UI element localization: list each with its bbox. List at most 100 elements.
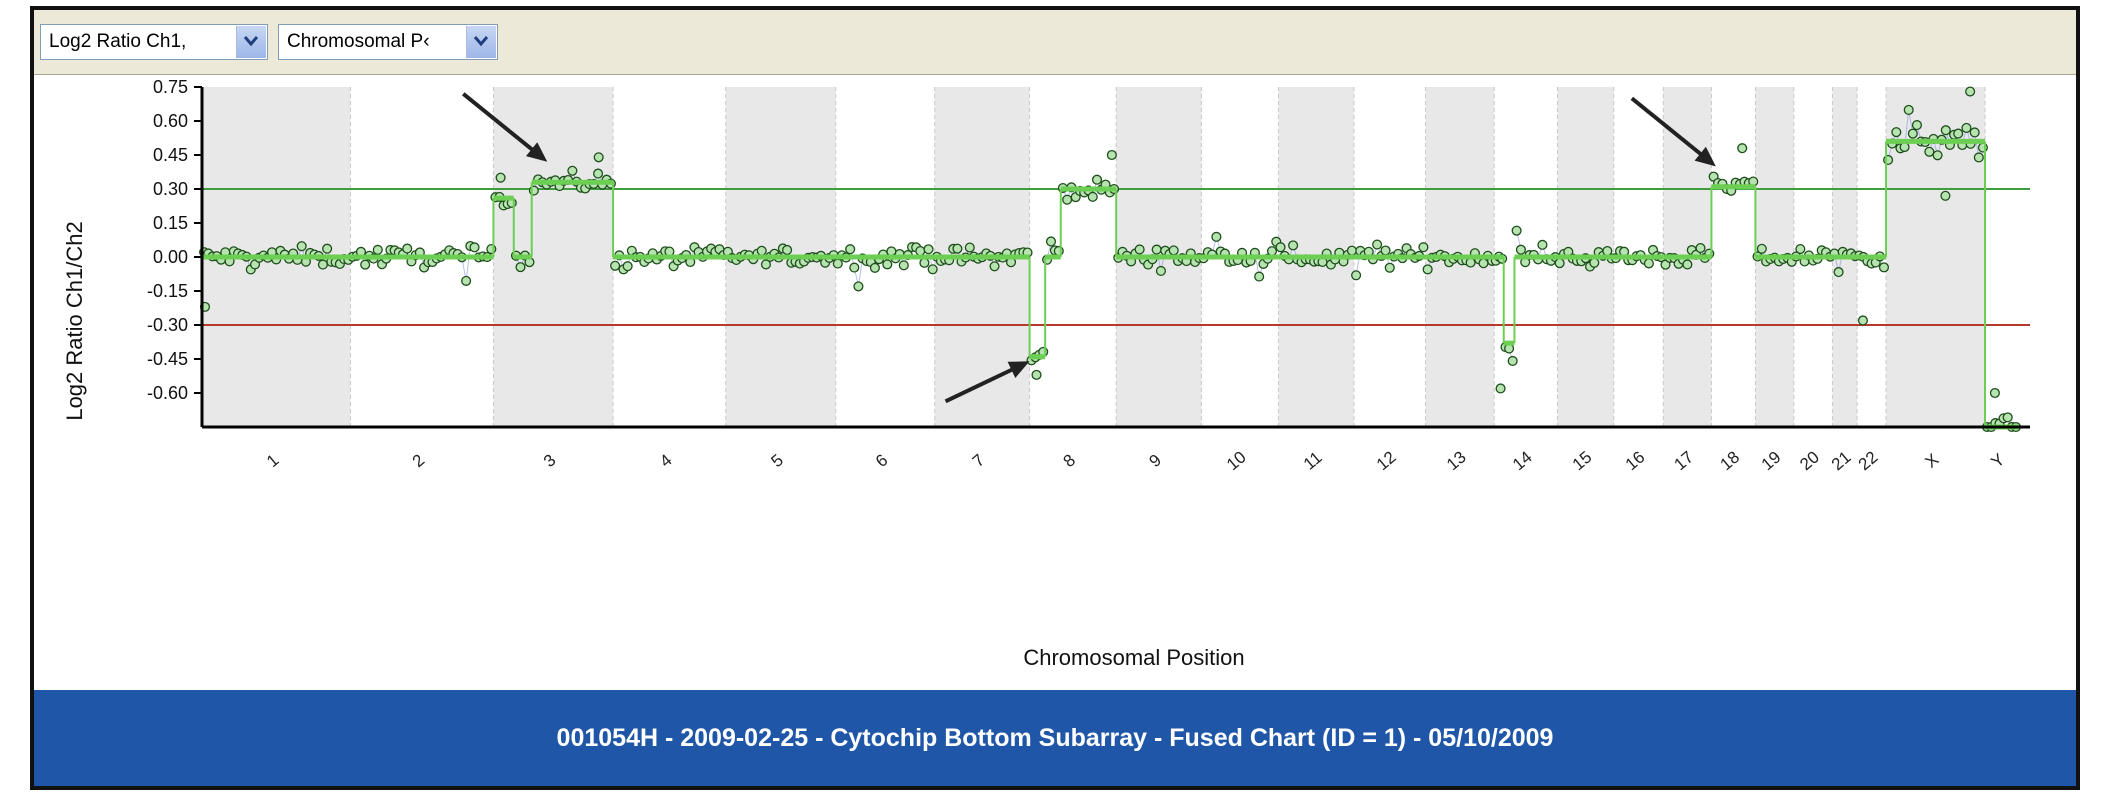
data-point bbox=[1031, 369, 1042, 380]
data-point bbox=[1134, 244, 1145, 255]
x-tick-label: 11 bbox=[1300, 448, 1326, 474]
annotation-arrows bbox=[462, 92, 1716, 404]
data-point bbox=[1756, 243, 1767, 254]
data-point bbox=[1878, 262, 1890, 273]
data-point bbox=[1682, 259, 1693, 270]
data-point bbox=[1422, 264, 1433, 275]
data-point bbox=[1351, 270, 1362, 281]
x-axis-label: Chromosomal Position bbox=[1023, 645, 1244, 670]
data-point bbox=[1911, 120, 1923, 131]
data-point bbox=[1940, 190, 1951, 201]
data-point bbox=[1418, 242, 1429, 253]
x-tick-label: 16 bbox=[1622, 447, 1649, 474]
data-point bbox=[515, 262, 526, 273]
data-point bbox=[782, 244, 793, 256]
data-point bbox=[756, 245, 767, 256]
x-tick-label: 12 bbox=[1373, 447, 1400, 474]
x-tick-label: 4 bbox=[656, 450, 675, 471]
data-point bbox=[1465, 257, 1476, 268]
data-point bbox=[322, 243, 333, 254]
data-point bbox=[1062, 194, 1073, 205]
x-tick-label: 19 bbox=[1758, 447, 1785, 474]
data-point bbox=[845, 244, 856, 255]
data-point bbox=[593, 152, 604, 163]
data-point bbox=[1346, 245, 1357, 256]
y-tick-label: 0.60 bbox=[153, 111, 188, 131]
data-point bbox=[593, 168, 604, 179]
data-point bbox=[461, 275, 472, 286]
data-point bbox=[622, 261, 633, 272]
x-tick-label: 20 bbox=[1796, 447, 1823, 474]
axis-select-value: Chromosomal P‹ bbox=[287, 31, 430, 52]
data-point bbox=[1883, 154, 1894, 166]
data-point bbox=[1589, 257, 1600, 268]
x-tick-label: 8 bbox=[1060, 450, 1079, 471]
series-select-dropdown-button[interactable] bbox=[236, 26, 266, 58]
data-point bbox=[1973, 152, 1984, 163]
data-point bbox=[898, 260, 909, 271]
data-point bbox=[1903, 104, 1914, 115]
annotation-arrow-shaft bbox=[944, 367, 1015, 404]
data-point bbox=[1372, 239, 1383, 250]
x-tick-label: 18 bbox=[1717, 447, 1744, 474]
axis-select[interactable]: Chromosomal P‹ bbox=[278, 24, 498, 60]
data-point bbox=[1053, 245, 1064, 256]
annotation-arrow-shaft bbox=[1630, 96, 1704, 157]
y-axis-label: Log2 Ratio Ch1/Ch2 bbox=[62, 221, 87, 420]
data-point bbox=[1643, 258, 1654, 269]
data-point bbox=[610, 260, 621, 271]
x-tick-label: 10 bbox=[1223, 447, 1250, 474]
data-point bbox=[1266, 246, 1278, 257]
data-point bbox=[1288, 240, 1299, 251]
data-point bbox=[1924, 146, 1935, 157]
chart-caption: 001054H - 2009-02-25 - Cytochip Bottom S… bbox=[556, 723, 1554, 752]
x-tick-label: 2 bbox=[409, 450, 428, 471]
data-point bbox=[1151, 244, 1162, 255]
data-point bbox=[1940, 125, 1951, 136]
chevron-down-icon bbox=[473, 36, 489, 47]
series-select[interactable]: Log2 Ratio Ch1, bbox=[40, 24, 268, 60]
data-point bbox=[927, 264, 938, 275]
data-point bbox=[372, 244, 383, 255]
data-point bbox=[2002, 412, 2013, 423]
x-tick-label: 3 bbox=[540, 450, 559, 471]
data-point bbox=[849, 262, 860, 273]
data-point bbox=[1045, 236, 1057, 247]
x-tick-label: 13 bbox=[1443, 447, 1470, 474]
x-tick-label: 22 bbox=[1855, 447, 1882, 474]
x-tick-label: 21 bbox=[1828, 447, 1855, 474]
copy-number-chart: 0.75 0.60 0.45 0.30 0.15 0.00 -0.15 -0.30 -0.45 -… bbox=[62, 77, 2030, 670]
data-point bbox=[1795, 243, 1806, 255]
y-tick-label: 0.00 bbox=[153, 247, 188, 267]
data-point bbox=[1857, 315, 1868, 326]
data-point bbox=[1511, 225, 1522, 236]
segment-lines bbox=[202, 138, 2018, 430]
y-tick-label: 0.75 bbox=[153, 77, 188, 97]
data-point bbox=[1953, 128, 1964, 139]
chart-toolbar: Log2 Ratio Ch1, Chromosomal P‹ bbox=[34, 10, 2076, 75]
axis-select-dropdown-button[interactable] bbox=[466, 26, 496, 58]
y-tick-label: -0.60 bbox=[147, 383, 188, 403]
data-point bbox=[1380, 245, 1391, 256]
data-point bbox=[1554, 258, 1565, 269]
x-tick-label: 17 bbox=[1670, 447, 1697, 474]
x-tick-label: 14 bbox=[1509, 447, 1536, 474]
data-point bbox=[1695, 243, 1706, 254]
x-tick-label: 7 bbox=[969, 450, 988, 471]
y-tick-label: -0.45 bbox=[147, 349, 188, 369]
data-point bbox=[1091, 174, 1103, 185]
data-point bbox=[495, 172, 506, 183]
data-point bbox=[1932, 150, 1943, 161]
chart-area: 0.75 0.60 0.45 0.30 0.15 0.00 -0.15 -0.30 -0.45 -… bbox=[34, 75, 2076, 691]
y-tick-label: -0.15 bbox=[147, 281, 188, 301]
data-point bbox=[1155, 265, 1166, 277]
data-point bbox=[869, 262, 880, 273]
annotation-arrow-head bbox=[526, 142, 548, 162]
x-tick-label: 6 bbox=[872, 450, 891, 471]
data-point bbox=[1275, 242, 1286, 253]
x-tick-label: Y bbox=[1988, 450, 2009, 472]
trace-line bbox=[465, 245, 471, 281]
data-point bbox=[1833, 267, 1844, 278]
data-point bbox=[317, 259, 328, 270]
x-tick-label: 9 bbox=[1146, 450, 1165, 471]
